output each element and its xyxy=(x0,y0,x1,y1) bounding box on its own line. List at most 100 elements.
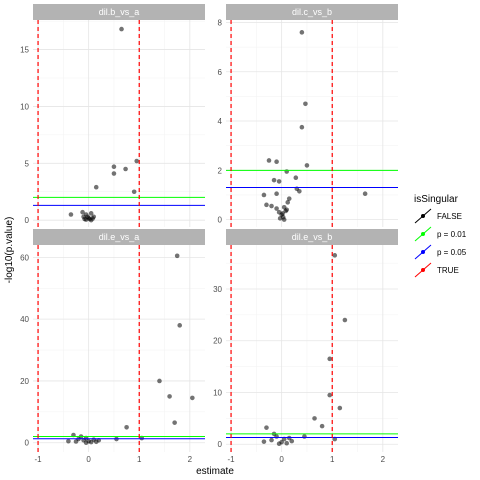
y-tick-label: 5 xyxy=(25,159,30,168)
data-point xyxy=(302,434,307,439)
panels: dil.b_vs_a051015dil.c_vs_b02468dil.e_vs_… xyxy=(20,4,398,464)
data-point xyxy=(332,253,338,258)
data-point xyxy=(312,416,317,421)
panel-2: dil.c_vs_b 0 2 4 6 8 xyxy=(218,4,398,227)
y-tick-label: 0 xyxy=(218,440,223,449)
data-point xyxy=(124,424,129,430)
legend-label: TRUE xyxy=(437,266,459,275)
y-tick-label: 0 xyxy=(218,216,223,225)
legend-key xyxy=(414,262,432,278)
legend-key xyxy=(414,244,432,260)
data-point xyxy=(73,439,79,444)
data-point xyxy=(274,206,279,211)
data-point xyxy=(327,356,333,362)
data-point xyxy=(119,26,124,32)
data-point xyxy=(327,392,333,398)
data-point xyxy=(281,217,287,222)
data-point xyxy=(276,441,282,447)
legend-label: p = 0.05 xyxy=(437,248,467,257)
y-tick-label: 2 xyxy=(218,166,223,175)
data-point xyxy=(319,423,325,429)
x-tick-label: 2 xyxy=(381,455,386,464)
legend-title: isSingular xyxy=(414,194,459,205)
data-point xyxy=(157,378,162,384)
data-point xyxy=(190,395,195,401)
data-point xyxy=(274,434,279,439)
x-tick-label: -1 xyxy=(34,455,42,464)
data-point xyxy=(285,200,291,205)
data-point xyxy=(134,158,140,164)
data-point xyxy=(172,420,177,425)
data-point xyxy=(88,211,94,216)
legend-key-point xyxy=(421,250,425,254)
data-point xyxy=(284,440,290,446)
data-point xyxy=(68,212,74,217)
data-point xyxy=(286,196,292,201)
y-tick-label: 20 xyxy=(213,337,222,346)
data-point xyxy=(123,166,128,172)
x-tick-label: 1 xyxy=(330,455,335,464)
y-tick-label: 30 xyxy=(213,285,222,294)
data-point xyxy=(289,438,295,444)
data-point xyxy=(274,191,279,197)
data-point xyxy=(93,184,99,190)
data-point xyxy=(304,163,310,168)
data-point xyxy=(362,191,368,197)
y-tick-label: 40 xyxy=(20,315,29,324)
data-point xyxy=(264,425,269,430)
panel-strip-title: dil.c_vs_b xyxy=(292,7,332,17)
panel-strip xyxy=(226,4,398,20)
data-point xyxy=(261,192,267,198)
data-point xyxy=(111,171,117,176)
data-point xyxy=(299,124,305,130)
x-tick-label: 0 xyxy=(86,455,91,464)
data-point xyxy=(286,435,292,441)
data-point xyxy=(266,158,272,163)
panel-3: dil.e_vs_a 0 20 40 60 -1 0 1 2 xyxy=(20,229,205,464)
data-point xyxy=(283,208,288,214)
panel-strip xyxy=(33,229,205,245)
data-point xyxy=(277,216,283,221)
legend-key-point xyxy=(421,268,425,272)
x-tick-label: 1 xyxy=(137,455,142,464)
panel-strip-title: dil.e_vs_a xyxy=(99,232,140,242)
data-point xyxy=(342,317,348,323)
data-point xyxy=(167,394,172,399)
x-tick-label: 0 xyxy=(279,455,284,464)
data-point xyxy=(85,214,90,220)
panel-strip xyxy=(226,229,398,245)
legend-label: p = 0.01 xyxy=(437,230,467,239)
data-point xyxy=(83,440,89,446)
data-point xyxy=(303,101,308,107)
y-tick-label: 20 xyxy=(20,377,29,386)
y-tick-label: 10 xyxy=(20,102,29,111)
panel-strip-title: dil.b_vs_a xyxy=(99,7,140,17)
data-point xyxy=(174,253,180,259)
y-tick-label: 6 xyxy=(218,68,223,77)
legend: isSingular FALSE p = 0.01 p = 0.05 TRUE xyxy=(414,194,467,278)
y-tick-label: 15 xyxy=(20,46,29,55)
data-point xyxy=(264,202,269,208)
y-tick-label: 60 xyxy=(20,253,29,262)
data-point xyxy=(274,159,279,164)
data-point xyxy=(261,439,267,444)
data-point xyxy=(276,179,282,184)
data-point xyxy=(337,405,343,411)
y-tick-label: 0 xyxy=(25,439,30,448)
panel-strip-title: dil.e_vs_b xyxy=(292,232,333,242)
data-point xyxy=(271,177,277,183)
y-tick-label: 0 xyxy=(25,216,30,225)
legend-key-point xyxy=(421,232,425,236)
panel-4: dil.e_vs_b 0 10 20 30 -1 0 1 2 xyxy=(213,229,398,464)
data-point xyxy=(269,437,274,443)
legend-key xyxy=(414,226,432,242)
y-axis-title: -log10(p.value) xyxy=(4,217,15,284)
y-tick-label: 4 xyxy=(218,117,223,126)
data-point xyxy=(80,209,85,215)
data-point xyxy=(66,438,71,444)
data-point xyxy=(299,30,305,35)
data-point xyxy=(111,164,117,170)
data-point xyxy=(88,217,94,223)
legend-key xyxy=(414,208,432,224)
